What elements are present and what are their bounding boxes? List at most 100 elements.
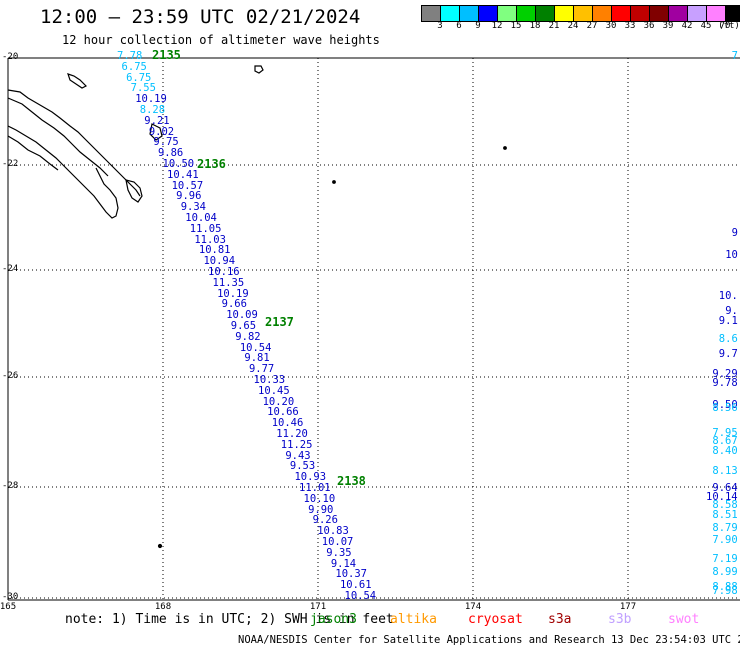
wave-height-value: 9.14 (330, 557, 357, 570)
color-swatch (612, 6, 631, 21)
wave-height-value: 9.64 (712, 482, 738, 494)
wave-height-value: 9.29 (712, 368, 738, 380)
wave-height-value: 9.43 (285, 449, 311, 462)
legend-item-s3b: s3b (608, 612, 632, 627)
wave-height-value: 9.65 (230, 320, 257, 332)
wave-height-value: 9.82 (235, 330, 261, 343)
wave-height-value: 11.35 (212, 276, 245, 289)
wave-height-value: 10.20 (262, 395, 295, 408)
color-swatch (707, 6, 726, 21)
wave-height-value: 10.04 (185, 212, 217, 224)
wave-height-value: 11.20 (276, 428, 308, 440)
color-scale-label: 33 (624, 21, 636, 31)
wave-height-value: 9.75 (153, 136, 179, 149)
longitude-label: 165 (0, 602, 17, 612)
legend-item-jason3: jason3 (310, 612, 357, 627)
wave-height-value: 8.56 (712, 402, 738, 414)
color-swatch (479, 6, 498, 21)
color-swatch (498, 6, 517, 21)
wave-height-value: 10.19 (135, 93, 167, 106)
color-swatch (726, 6, 740, 21)
color-swatch (441, 6, 460, 21)
page-title: 12:00 – 23:59 UTC 02/21/2024 (40, 6, 361, 28)
graticule (7, 57, 740, 600)
wave-height-value: 9.7 (718, 348, 738, 360)
legend-item-altika: altika (390, 612, 437, 627)
wave-height-value: 8.6 (718, 333, 738, 345)
wave-height-value: 8.13 (712, 465, 738, 477)
wave-height-value: 8.99 (712, 566, 738, 578)
pass-label: 2138 (337, 474, 366, 488)
wave-height-value: 10.37 (335, 568, 367, 581)
legend-item-cryosat: cryosat (468, 612, 523, 627)
longitude-label: 174 (464, 602, 482, 612)
wave-height-value: 7.98 (712, 585, 738, 597)
legend-item-swot: swot (668, 612, 700, 627)
wave-height-value: 8.40 (712, 445, 738, 457)
color-scale-label: 36 (643, 21, 655, 31)
wave-height-value: 6.75 (121, 60, 147, 73)
wave-height-value: 9.86 (157, 147, 184, 160)
wave-height-value: 7 (731, 50, 738, 62)
wave-height-value: 11.03 (194, 233, 226, 246)
wave-height-value: 10.93 (294, 471, 327, 484)
wave-height-value: 10.94 (203, 255, 236, 268)
color-swatch (517, 6, 536, 21)
wave-height-value: 10.83 (317, 525, 349, 538)
wave-height-value: 10.50 (162, 158, 195, 170)
pass-label: 2137 (265, 315, 294, 329)
wave-height-value: 10 (725, 249, 738, 261)
wave-height-value: 8.79 (712, 522, 738, 534)
wave-height-value: 9.34 (180, 201, 206, 214)
wave-height-value: 6.75 (126, 71, 152, 84)
color-scale-label: 42 (681, 21, 693, 31)
color-scale-label: 12 (491, 21, 503, 31)
credit-line: NOAA/NESDIS Center for Satellite Applica… (238, 634, 740, 646)
wave-height-value: 7.90 (712, 534, 738, 546)
wave-height-value: 10.19 (217, 287, 249, 300)
page-subtitle: 12 hour collection of altimeter wave hei… (62, 33, 380, 47)
longitude-label: 177 (619, 602, 637, 612)
wave-height-value: 10.33 (253, 374, 286, 386)
wave-height-value: 8.51 (712, 509, 738, 521)
color-scale-label: 3 (437, 21, 443, 31)
color-swatch (631, 6, 650, 21)
wave-height-value: 7.78 (117, 50, 143, 62)
color-scale-label: 6 (456, 21, 462, 31)
wave-height-value: 10. (718, 290, 738, 302)
color-scale-label: 45 (700, 21, 712, 31)
wave-height-value: 8.88 (712, 581, 738, 593)
wave-height-value: 9.96 (176, 190, 202, 203)
color-scale-label: 24 (567, 21, 579, 31)
wave-height-value: 11.01 (299, 482, 331, 494)
wave-height-value: 10.46 (271, 417, 304, 430)
color-scale-label: 39 (662, 21, 674, 31)
wave-height-value: 10.57 (171, 179, 204, 192)
wave-height-value: 9.02 (148, 125, 175, 138)
wave-height-value: 10.45 (258, 384, 290, 397)
color-scale-label: 70 (719, 21, 731, 31)
wave-height-value: 9.1 (718, 315, 738, 327)
wave-height-value: 9.35 (326, 546, 352, 559)
legend-item-s3a: s3a (548, 612, 572, 627)
wave-height-value: 10.61 (339, 579, 372, 592)
latitude-label: -28 (2, 481, 19, 491)
wave-height-value: 10.07 (321, 536, 354, 548)
wave-height-value: 10.81 (198, 244, 231, 257)
color-scale-labels: 3 6 9 12 15 18 21 24 27 30 33 36 39 42 45 70 (ft) (421, 21, 740, 33)
color-swatch (650, 6, 669, 21)
color-swatch (574, 6, 593, 21)
color-swatch (422, 6, 441, 21)
color-scale-label: 9 (475, 21, 481, 31)
wave-height-value: 10.54 (344, 590, 377, 602)
wave-height-value: 9 (731, 227, 738, 239)
wave-height-value: 9.77 (248, 363, 275, 376)
wave-height-value: 11.25 (280, 438, 313, 451)
pass-label: 2136 (197, 157, 226, 171)
longitude-label: 171 (309, 602, 327, 612)
color-scale-label: 15 (510, 21, 522, 31)
color-scale-label: 30 (605, 21, 617, 31)
wave-height-value: 10.54 (239, 341, 272, 354)
wave-height-value: 9.90 (308, 503, 334, 516)
